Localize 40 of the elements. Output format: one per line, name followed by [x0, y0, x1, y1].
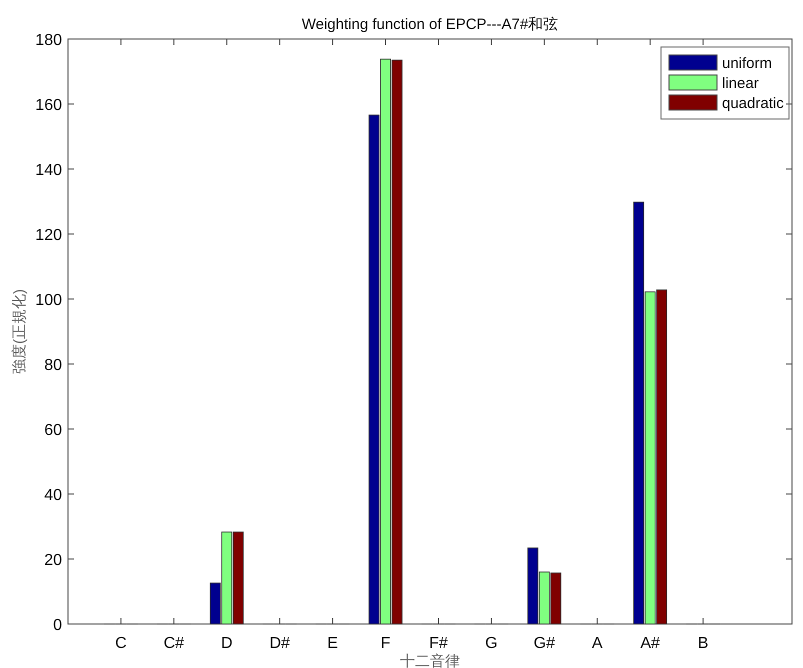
x-tick-label: C: [115, 635, 127, 652]
y-tick-label: 0: [53, 617, 62, 634]
x-tick-label: A#: [640, 635, 660, 652]
bar: [633, 202, 644, 624]
bar: [232, 532, 244, 624]
bar: [380, 58, 391, 624]
x-tick-label: D#: [269, 635, 290, 652]
bar: [644, 291, 656, 624]
bar: [368, 114, 380, 624]
x-tick-label: G: [485, 635, 498, 652]
y-tick-label: 20: [44, 552, 62, 569]
y-tick-label: 180: [35, 32, 62, 49]
y-tick-label: 160: [35, 97, 62, 114]
legend-label: uniform: [722, 55, 772, 72]
legend-label: linear: [722, 75, 759, 92]
x-axis-title: 十二音律: [400, 653, 460, 668]
x-tick-label: C#: [164, 635, 184, 652]
bar: [527, 548, 538, 624]
y-axis-title: 強度(正規化): [11, 289, 28, 374]
y-tick-label: 60: [44, 422, 62, 439]
x-tick-label: F#: [429, 635, 448, 652]
chart-title: Weighting function of EPCP---A7#和弦: [302, 16, 558, 33]
y-tick-label: 120: [35, 227, 62, 244]
bar: [550, 572, 562, 624]
bar: [221, 532, 232, 624]
x-tick-label: E: [327, 635, 338, 652]
y-tick-label: 140: [35, 162, 62, 179]
x-tick-label: G#: [534, 635, 556, 652]
x-tick-label: F: [380, 635, 391, 652]
bar: [210, 582, 221, 624]
legend-label: quadratic: [722, 95, 784, 112]
x-tick-label: A: [592, 635, 603, 652]
y-tick-label: 80: [44, 357, 62, 374]
y-tick-label: 40: [44, 487, 62, 504]
x-tick-label: B: [698, 635, 708, 652]
bar: [538, 572, 550, 624]
bar: [656, 290, 668, 624]
x-tick-label: D: [220, 635, 233, 652]
bar: [392, 60, 402, 624]
y-tick-label: 100: [35, 292, 62, 309]
